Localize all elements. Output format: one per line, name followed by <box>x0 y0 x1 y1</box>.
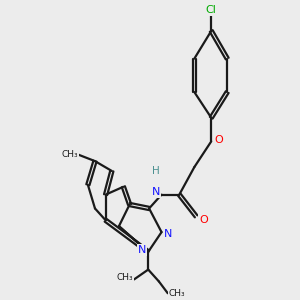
Text: H: H <box>152 166 160 176</box>
Text: CH₃: CH₃ <box>169 289 185 298</box>
Text: O: O <box>199 215 208 225</box>
Text: CH₃: CH₃ <box>116 274 133 283</box>
Text: CH₃: CH₃ <box>61 150 78 159</box>
Text: N: N <box>164 229 172 238</box>
Text: Cl: Cl <box>206 5 217 15</box>
Text: N: N <box>137 245 146 255</box>
Text: O: O <box>214 135 223 145</box>
Text: N: N <box>152 187 160 197</box>
